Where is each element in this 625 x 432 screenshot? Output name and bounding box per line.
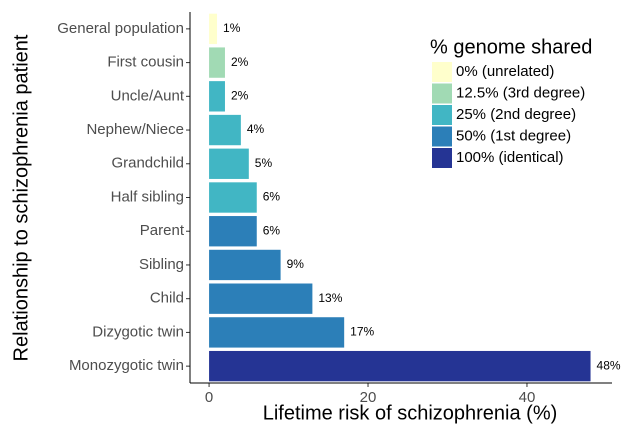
y-tick-label: Child xyxy=(150,290,184,307)
legend-swatch xyxy=(432,83,452,104)
value-label: 2% xyxy=(231,55,249,69)
legend-label: 12.5% (3rd degree) xyxy=(456,84,585,101)
bar xyxy=(209,81,225,112)
legend-swatch xyxy=(432,148,452,168)
y-tick-label: Sibling xyxy=(139,256,184,273)
value-label: 9% xyxy=(287,257,305,271)
bar xyxy=(209,249,281,281)
value-label: 4% xyxy=(247,122,265,136)
bar xyxy=(209,216,257,247)
y-tick-label: Grandchild xyxy=(111,155,184,172)
legend-title: % genome shared xyxy=(430,36,592,58)
value-label: 2% xyxy=(231,88,249,102)
bar xyxy=(209,350,591,382)
legend-swatch xyxy=(432,126,452,147)
y-tick-label: First cousin xyxy=(107,54,184,71)
value-label: 5% xyxy=(255,156,273,170)
bar xyxy=(209,283,313,314)
y-axis-title: Relationship to schizophrenia patient xyxy=(10,34,32,361)
y-tick-label: Parent xyxy=(140,222,185,239)
legend-label: 50% (1st degree) xyxy=(456,127,571,144)
value-label: 17% xyxy=(350,325,374,339)
x-axis-title: Lifetime risk of schizophrenia (%) xyxy=(263,402,558,424)
legend-label: 0% (unrelated) xyxy=(456,63,554,80)
y-tick-label: Uncle/Aunt xyxy=(111,87,185,104)
bar xyxy=(209,47,225,78)
legend-label: 25% (2nd degree) xyxy=(456,106,576,123)
bar xyxy=(209,148,249,179)
x-tick-label: 40 xyxy=(519,389,536,406)
value-label: 48% xyxy=(597,358,621,372)
value-label: 13% xyxy=(318,291,342,305)
value-label: 1% xyxy=(223,21,241,35)
bar xyxy=(209,13,218,45)
legend-label: 100% (identical) xyxy=(456,149,564,166)
bar xyxy=(209,317,345,348)
value-label: 6% xyxy=(263,223,281,237)
legend-swatch xyxy=(432,105,452,125)
y-tick-label: Half sibling xyxy=(111,188,184,205)
y-tick-label: Dizygotic twin xyxy=(92,323,184,340)
bar xyxy=(209,182,257,213)
bar xyxy=(209,114,241,146)
y-tick-label: General population xyxy=(57,20,184,37)
value-label: 6% xyxy=(263,190,281,204)
y-tick-label: Monozygotic twin xyxy=(69,357,184,374)
legend-swatch xyxy=(432,62,452,82)
x-tick-label: 0 xyxy=(205,389,213,406)
x-tick-label: 20 xyxy=(360,389,377,406)
y-tick-label: Nephew/Niece xyxy=(86,121,184,138)
